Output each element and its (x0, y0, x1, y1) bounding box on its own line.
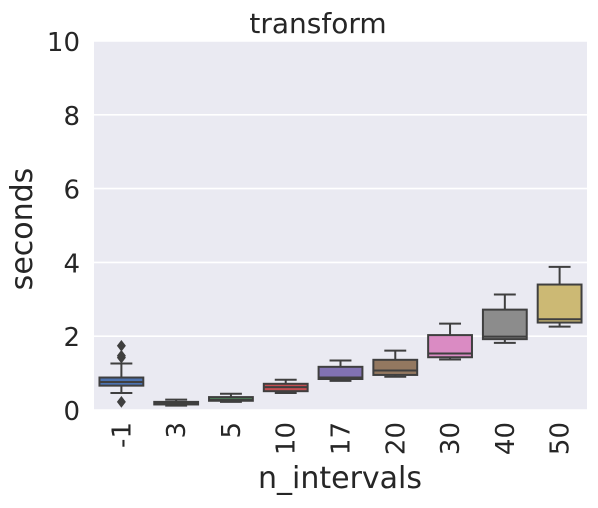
box-17 (317, 359, 364, 382)
box-body (317, 365, 364, 381)
plot-area (94, 41, 587, 410)
y-tick-label: 4 (63, 249, 80, 279)
box-30 (427, 322, 473, 361)
box-40 (481, 293, 528, 344)
box-body (481, 308, 528, 341)
box-5 (208, 392, 254, 403)
y-tick-labels: 0 2 4 6 8 10 (47, 28, 80, 427)
box-50 (536, 265, 583, 328)
y-axis-label: seconds (5, 168, 40, 291)
x-tick-label: 17 (327, 422, 357, 455)
x-tick-label: 30 (436, 422, 466, 455)
box-body (427, 334, 473, 359)
box-body (372, 358, 419, 376)
grid-lines (94, 40, 587, 411)
outlier-point (116, 349, 126, 362)
y-tick-label: 2 (63, 323, 80, 353)
y-tick-label: 10 (47, 28, 80, 58)
box--1 (98, 339, 145, 408)
x-tick-label: 3 (162, 422, 192, 439)
box-10 (262, 378, 309, 395)
box-series (98, 265, 583, 408)
outlier-point (116, 396, 126, 408)
x-tick-label: 20 (381, 422, 411, 455)
x-tick-label: -1 (107, 422, 137, 448)
chart-title: transform (249, 7, 386, 40)
x-tick-label: 40 (491, 422, 521, 455)
x-axis-label: n_intervals (258, 461, 422, 496)
x-tick-labels: -1 3 5 10 17 20 30 40 50 (107, 422, 575, 455)
x-tick-label: 5 (217, 422, 247, 439)
y-tick-label: 0 (63, 397, 80, 427)
outlier-point (116, 339, 126, 352)
x-tick-label: 50 (546, 422, 576, 455)
y-tick-label: 8 (63, 102, 80, 132)
x-tick-label: 10 (272, 422, 302, 455)
box-3 (153, 398, 200, 407)
y-tick-label: 6 (63, 176, 80, 206)
box-body (536, 283, 583, 324)
box-20 (372, 349, 419, 378)
